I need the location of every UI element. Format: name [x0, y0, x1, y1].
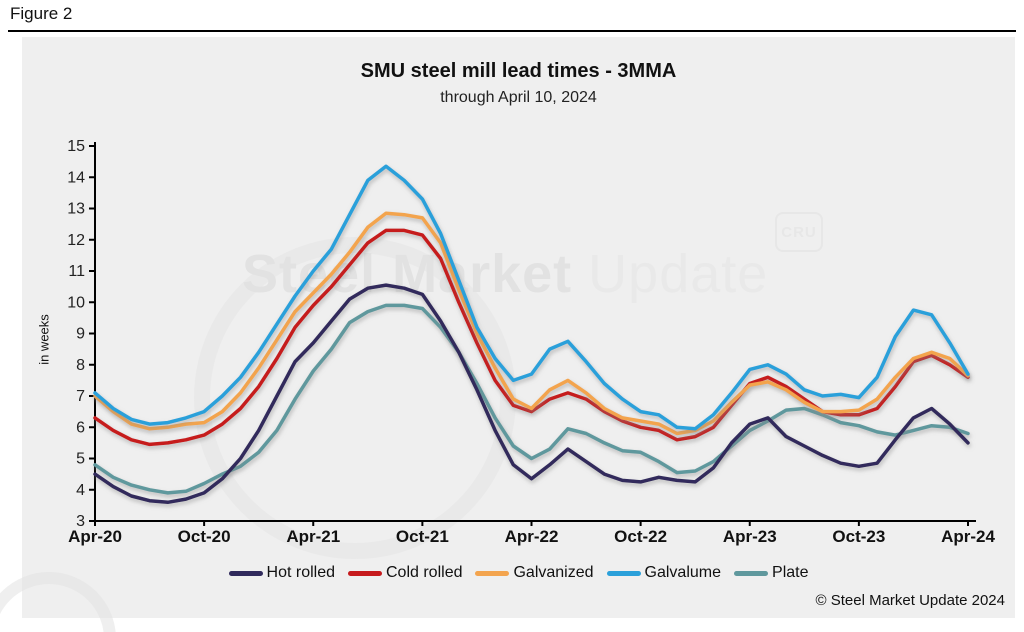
legend-label-cold-rolled: Cold rolled [386, 564, 463, 581]
legend-item-galvanized: Galvanized [475, 564, 594, 582]
legend-label-galvalume: Galvalume [644, 564, 722, 581]
legend-swatch-cold-rolled [348, 570, 382, 576]
legend-item-hot-rolled: Hot rolled [228, 564, 335, 582]
chart-title: SMU steel mill lead times - 3MMA [360, 60, 677, 82]
chart-panel: SMU steel mill lead times - 3MMA through… [0, 37, 1015, 632]
legend-swatch-galvanized [475, 570, 510, 576]
chart-legend: Hot rolled Cold rolled Galvanized Galvalume… [22, 564, 1015, 582]
chart-subtitle: through April 10, 2024 [440, 89, 597, 106]
legend-swatch-hot-rolled [228, 570, 263, 576]
cru-logo-watermark: CRU [775, 212, 823, 252]
steel-market-update-watermark: Steel Market Update [242, 243, 768, 305]
header-divider [8, 30, 1016, 32]
watermark-light-text: Update [588, 244, 769, 304]
legend-label-plate: Plate [772, 564, 809, 581]
legend-item-cold-rolled: Cold rolled [348, 564, 462, 582]
figure-label: Figure 2 [10, 4, 73, 23]
copyright-text: © Steel Market Update 2024 [815, 592, 1006, 609]
y-axis-title: in weeks [36, 314, 52, 365]
legend-swatch-plate [734, 570, 769, 576]
legend-item-plate: Plate [734, 564, 808, 582]
legend-label-galvanized: Galvanized [513, 564, 594, 581]
legend-swatch-galvalume [606, 570, 641, 576]
legend-item-galvalume: Galvalume [606, 564, 722, 582]
legend-label-hot-rolled: Hot rolled [266, 564, 335, 581]
watermark-bold-text: Steel Market [242, 244, 573, 304]
